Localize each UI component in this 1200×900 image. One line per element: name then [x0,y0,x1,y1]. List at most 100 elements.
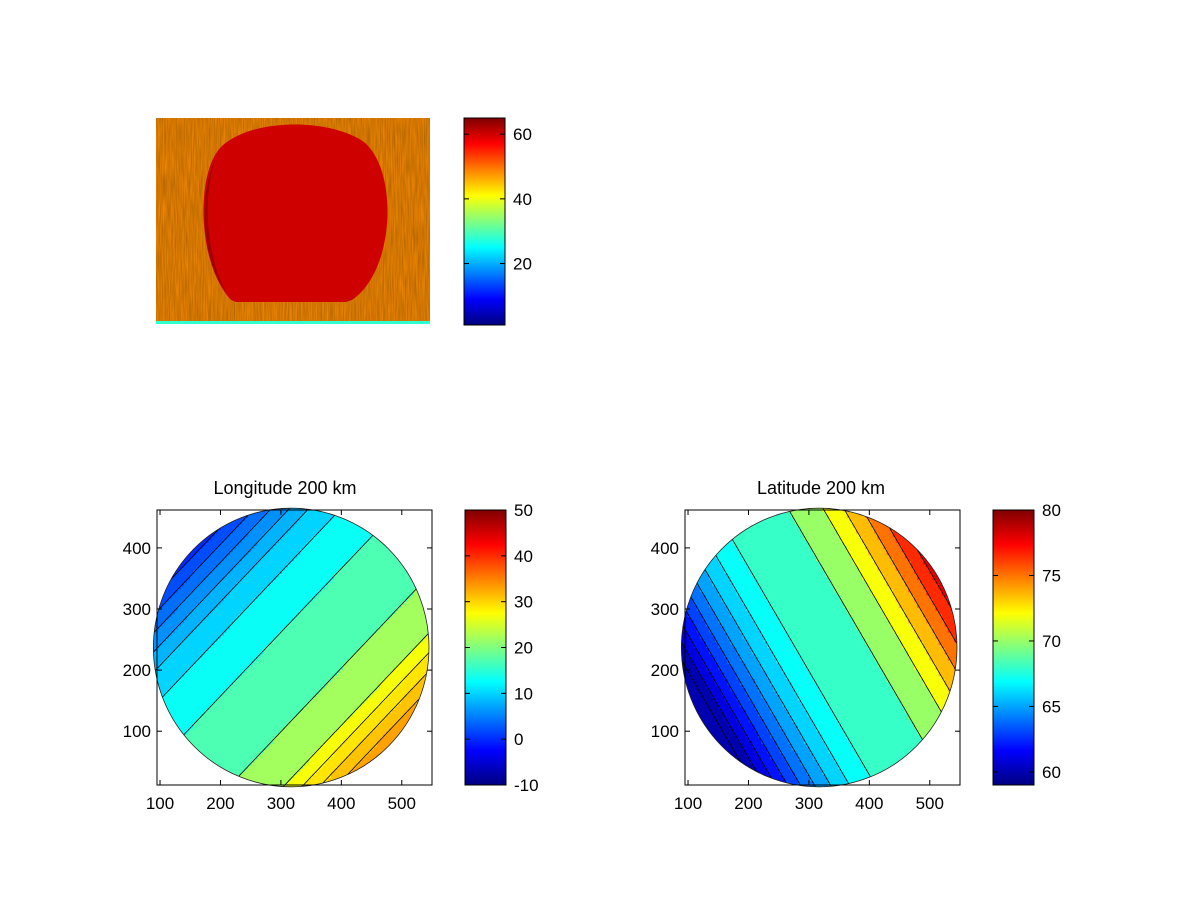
contour-cell [278,659,283,664]
contour-cell [248,678,252,683]
contour-cell [232,656,237,661]
contour-cell [239,771,243,776]
contour-cell [254,681,259,686]
contour-cell [260,687,265,692]
contour-cell [318,532,323,537]
contour-cell [180,597,185,602]
contour-cell [318,728,323,732]
contour-cell [208,551,213,556]
contour-cell [278,666,283,670]
contour-cell [171,579,176,584]
contour-cell [223,758,228,763]
contour-cell [312,551,317,556]
contour-cell [337,740,341,745]
contour-cell [260,582,265,587]
contour-cell [242,662,246,667]
contour-cell [232,548,237,553]
contour-cell [245,774,249,779]
contour-cell [272,566,277,571]
contour-cell [315,724,320,729]
contour-cell [239,607,243,611]
contour-cell [315,644,320,649]
contour-cell [343,625,347,630]
contour-cell [285,724,289,729]
contour-cell [343,740,347,745]
contour-cell [196,743,200,748]
contour-cell [187,672,191,676]
contour-cell [257,693,262,698]
contour-cell [214,672,219,676]
contour-cell [232,669,237,673]
contour-cell [236,659,240,664]
contour-cell [229,675,234,680]
contour-cell [324,604,329,608]
contour-cell [226,545,231,550]
contour-cell [300,734,305,738]
contour-cell [205,653,210,658]
contour-cell [239,765,243,769]
contour-cell [281,591,286,596]
contour-cell [327,616,332,621]
contour-cell [266,560,271,565]
contour-cell [294,641,298,646]
contour-cell [202,557,207,562]
contour-cell [208,681,213,686]
contour-cell [162,604,167,608]
contour-cell [334,632,338,636]
contour-cell [199,749,203,754]
contour-cell [254,758,259,763]
contour-cell [229,582,234,587]
contour-cell [251,684,256,689]
contour-cell [337,548,341,553]
contour-cell [269,523,274,528]
contour-cell [285,632,289,636]
colorbar-tick-label: 20 [513,255,532,274]
contour-cell [346,622,350,627]
contour-cell [300,684,305,689]
contour-cell [278,743,283,748]
contour-cell [263,718,268,723]
contour-cell [272,687,277,692]
contour-cell [196,737,200,741]
contour-cell [306,650,311,655]
contour-cell [303,780,308,785]
contour-cell [346,771,350,776]
contour-cell [236,625,240,630]
contour-cell [236,548,240,553]
contour-cell [180,647,185,652]
contour-cell [306,573,311,577]
contour-cell [288,672,292,676]
contour-cell [205,616,210,621]
contour-cell [177,656,182,661]
contour-cell [291,529,295,534]
contour-cell [294,765,298,769]
contour-cell [281,743,286,748]
contour-cell [214,579,219,584]
contour-cell [291,650,295,655]
contour-cell [294,724,298,729]
contour-cell [324,768,329,772]
contour-cell [269,529,274,534]
contour-cell [327,771,332,776]
contour-cell [260,731,265,735]
contour-cell [245,697,249,701]
contour-cell [281,697,286,701]
contour-cell [324,597,329,602]
contour-cell [205,678,210,683]
contour-cell [217,690,222,695]
contour-cell [260,520,265,525]
contour-cell [248,644,252,649]
contour-cell [337,662,341,667]
contour-cell [229,563,234,568]
contour-cell [223,728,228,732]
contour-cell [327,610,332,615]
contour-cell [254,613,259,618]
contour-cell [315,610,320,615]
contour-cell [321,591,326,596]
contour-cell [285,619,289,624]
contour-cell [306,731,311,735]
contour-cell [334,765,338,769]
contour-cell [285,560,289,565]
contour-cell [337,752,341,757]
contour-cell [214,585,219,590]
